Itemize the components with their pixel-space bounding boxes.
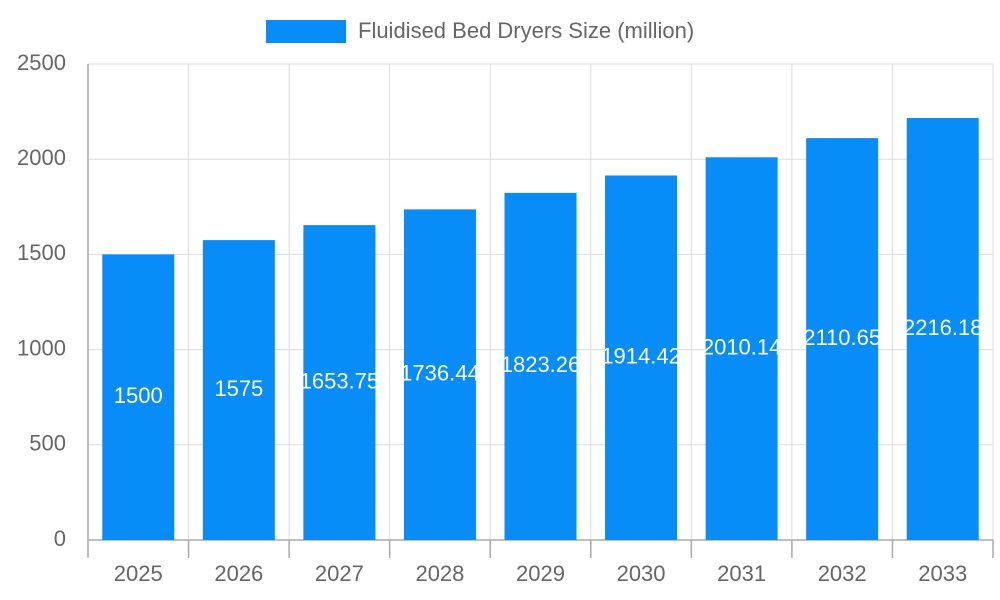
legend-label: Fluidised Bed Dryers Size (million) <box>358 18 694 43</box>
value-label: 2110.65 <box>803 325 881 350</box>
value-label: 2010.14 <box>702 334 782 359</box>
bar <box>806 138 879 540</box>
y-tick-label: 2500 <box>17 50 66 75</box>
x-tick-label: 2028 <box>415 561 464 586</box>
value-label: 1653.75 <box>300 368 380 393</box>
x-tick-label: 2029 <box>516 561 565 586</box>
bar <box>605 175 678 540</box>
y-tick-label: 1500 <box>17 240 66 265</box>
bar <box>504 192 577 540</box>
value-label: 1575 <box>214 376 263 401</box>
y-tick-label: 0 <box>54 526 66 551</box>
value-label: 1914.42 <box>601 344 681 369</box>
x-tick-label: 2025 <box>114 561 163 586</box>
value-label: 1823.26 <box>501 352 581 377</box>
x-tick-label: 2031 <box>717 561 766 586</box>
value-label: 1736.44 <box>400 361 480 386</box>
legend-swatch <box>266 20 346 43</box>
y-tick-label: 500 <box>29 431 66 456</box>
x-tick-label: 2033 <box>918 561 967 586</box>
bar <box>202 240 275 540</box>
x-tick-label: 2030 <box>617 561 666 586</box>
y-tick-label: 2000 <box>17 145 66 170</box>
x-tick-label: 2027 <box>315 561 364 586</box>
bar <box>403 209 476 540</box>
bar <box>303 225 376 540</box>
x-tick-label: 2032 <box>818 561 867 586</box>
y-tick-label: 1000 <box>17 335 66 360</box>
bar <box>102 254 175 540</box>
bar <box>705 157 778 540</box>
value-label: 2216.18 <box>903 315 983 340</box>
bar <box>906 118 979 540</box>
value-label: 1500 <box>114 383 163 408</box>
x-tick-label: 2026 <box>214 561 263 586</box>
